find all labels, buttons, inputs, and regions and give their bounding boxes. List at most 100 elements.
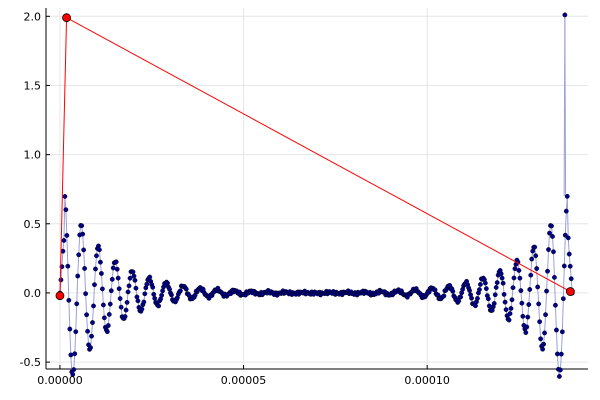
oscillation-point: [132, 277, 138, 283]
oscillation-point: [545, 268, 550, 274]
oscillation-point: [118, 304, 124, 310]
oscillation-point: [90, 320, 95, 325]
oscillation-point: [509, 297, 515, 303]
oscillation-point: [68, 352, 74, 358]
oscillation-point: [70, 372, 76, 377]
oscillation-point: [110, 265, 116, 271]
oscillation-point: [544, 288, 549, 294]
oscillation-point: [109, 276, 115, 282]
oscillation-point: [541, 341, 546, 347]
oscillation-point: [104, 329, 110, 335]
y-tick-label: 0.5: [24, 218, 42, 231]
oscillation-point: [506, 317, 512, 323]
oscillation-point: [169, 292, 174, 298]
oscillation-point: [106, 312, 112, 317]
oscillation-point: [486, 303, 492, 309]
oscillation-point: [89, 333, 94, 339]
oscillation-point: [71, 367, 77, 372]
spike-line: [564, 14, 567, 197]
oscillation-point: [507, 311, 513, 316]
y-tick-label: 1.0: [24, 149, 42, 162]
axes: [45, 8, 588, 370]
oscillation-point: [67, 326, 73, 332]
oscillation-point: [501, 292, 507, 297]
oscillation-point: [552, 274, 557, 280]
oscillation-point: [551, 249, 556, 255]
oscillation-point: [72, 351, 78, 357]
oscillation-point: [560, 296, 566, 302]
oscillation-point: [516, 268, 522, 273]
oscillation-point: [549, 223, 554, 229]
oscillation-point: [528, 272, 534, 278]
oscillation-point: [113, 259, 119, 265]
oscillation-point: [517, 275, 523, 281]
oscillation-point: [491, 301, 497, 306]
oscillation-point: [130, 269, 136, 275]
oscillation-point: [122, 314, 128, 319]
oscillation-point: [523, 330, 529, 335]
oscillation-point: [126, 283, 132, 289]
oscillation-point: [82, 266, 88, 271]
oscillation-point: [473, 303, 478, 309]
oscillation-point: [511, 275, 517, 281]
oscillation-point: [100, 286, 105, 292]
oscillation-point: [74, 301, 80, 307]
oscillation-point: [547, 230, 552, 236]
oscillation-point: [526, 302, 532, 307]
oscillation-point: [99, 271, 104, 276]
oscillation-point: [65, 263, 71, 269]
oscillation-point: [151, 291, 157, 297]
oscillation-point: [493, 285, 499, 290]
oscillation-point: [117, 296, 123, 301]
oscillation-point: [441, 293, 447, 299]
oscillation-point: [494, 280, 500, 285]
oscillation-point: [64, 233, 70, 238]
oscillation-point: [475, 295, 480, 301]
y-tick-label: -0.5: [20, 356, 41, 369]
oscillation-point: [469, 295, 474, 301]
oscillation-point: [101, 315, 107, 321]
oscillation-point: [558, 351, 564, 357]
oscillation-point: [524, 324, 530, 330]
x-tick-label: 0.00000: [37, 374, 83, 387]
oscillation-point: [133, 285, 139, 291]
oscillation-point: [88, 345, 93, 351]
oscillation-point: [124, 299, 130, 305]
oscillation-point: [520, 313, 526, 319]
oscillation-point: [432, 287, 438, 293]
oscillation-point: [500, 280, 506, 286]
y-tick-label: 0.0: [24, 287, 42, 300]
red-series-point: [62, 13, 71, 23]
red-series-point: [565, 287, 575, 296]
oscillation-point: [83, 291, 89, 297]
oscillation-point: [107, 301, 113, 307]
oscillation-point: [534, 266, 540, 271]
oscillation-point: [565, 235, 571, 241]
oscillation-point: [58, 277, 64, 283]
oscillation-point: [79, 223, 85, 229]
oscillation-point: [144, 281, 150, 287]
oscillation-point: [546, 247, 551, 252]
oscillation-point: [125, 289, 131, 295]
oscillation-point: [498, 271, 504, 277]
oscillation-point: [562, 12, 568, 18]
oscillation-point: [105, 323, 111, 328]
oscillation-point: [141, 299, 147, 305]
oscillation-point: [91, 303, 96, 309]
oscillation-point: [533, 253, 539, 259]
oscillation-point: [66, 297, 72, 303]
oscillation-point: [567, 263, 573, 269]
oscillation-point: [485, 296, 491, 302]
oscillation-point: [84, 312, 90, 318]
oscillation-point: [537, 319, 543, 325]
oscillation-point: [559, 329, 565, 335]
oscillation-point: [75, 273, 81, 279]
oscillation-point: [518, 288, 524, 294]
oscillation-point: [458, 294, 464, 300]
tick-labels: 0.00000 0.00005 0.00010 -0.5 0.0 0.5 1.0 1.5 2.0: [20, 10, 450, 387]
oscillation-point: [568, 276, 574, 282]
oscillation-point: [150, 284, 156, 290]
oscillation-point: [131, 273, 137, 279]
oscillation-point: [142, 291, 148, 297]
